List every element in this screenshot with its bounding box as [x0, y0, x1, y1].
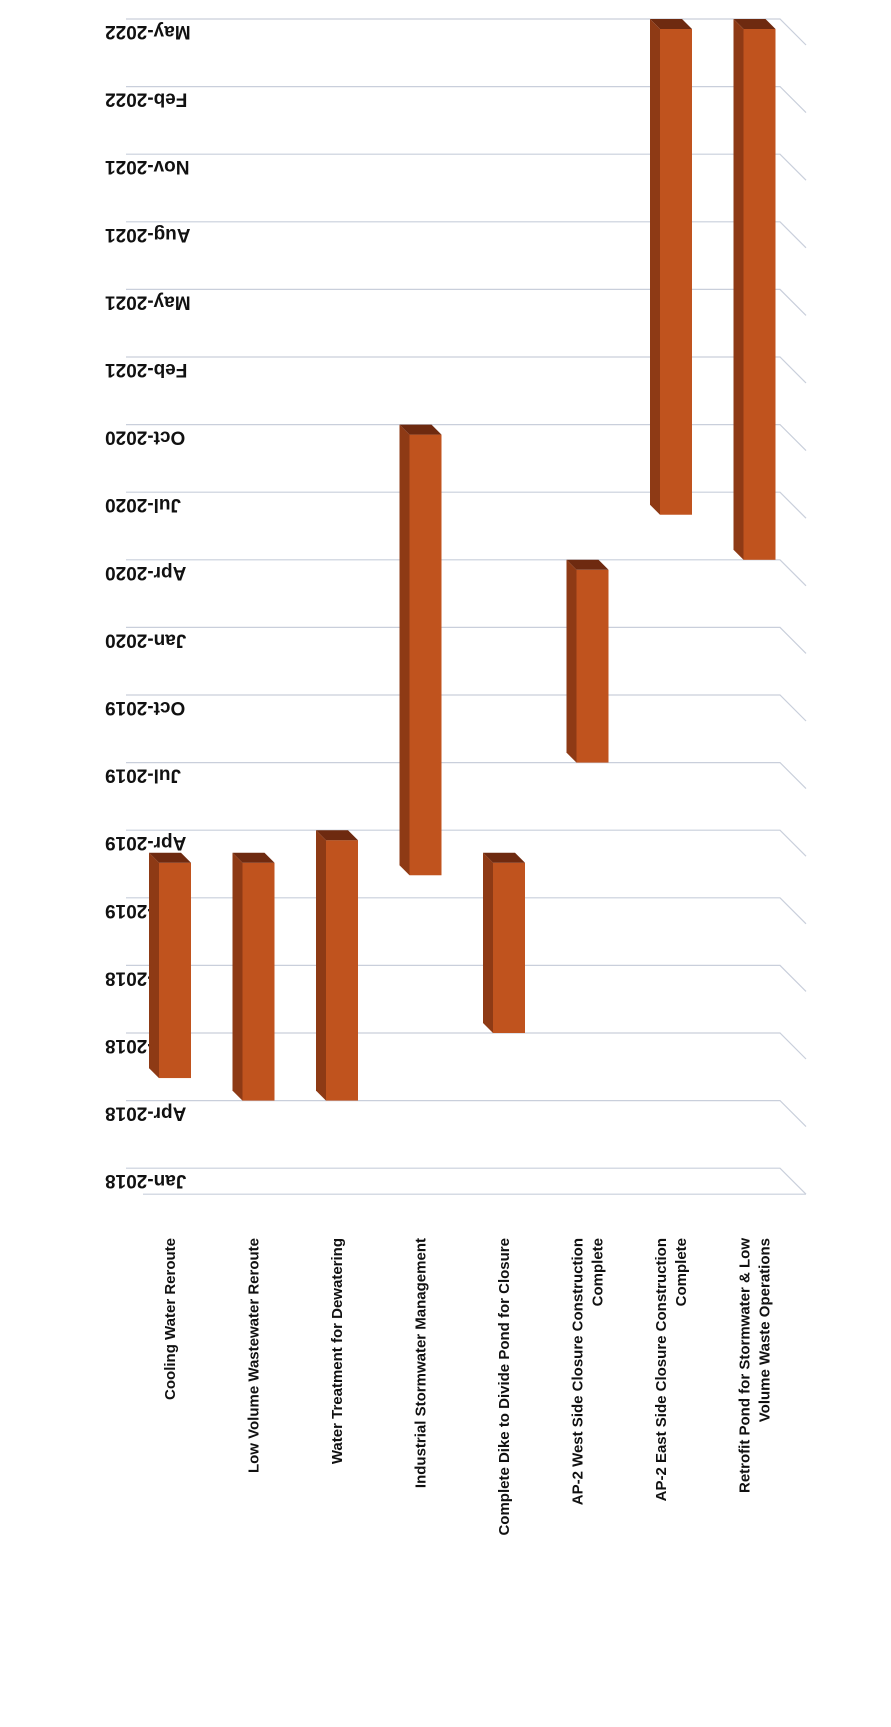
- gridline: [126, 18, 807, 46]
- category-label: Water Treatment for Dewatering: [329, 1238, 346, 1464]
- bar-front: [493, 862, 525, 1033]
- category-label: Low Volume Wastewater Reroute: [246, 1238, 263, 1473]
- y-tick-label: Feb-2022: [105, 89, 187, 110]
- bar-side: [483, 852, 493, 1033]
- y-tick-label: Jul-2020: [105, 494, 181, 515]
- gridline: [126, 694, 807, 722]
- bar-2: [232, 852, 275, 1101]
- gridline: [126, 964, 807, 992]
- gridline: [126, 86, 807, 114]
- gridline: [126, 1167, 807, 1195]
- gridline: [126, 153, 807, 181]
- gridline: [126, 1100, 807, 1128]
- gridline: [126, 762, 807, 790]
- bar-3: [316, 830, 358, 1101]
- gridline: [126, 356, 807, 384]
- bar-top: [566, 559, 609, 570]
- bar-5: [483, 852, 525, 1033]
- y-tick-label: Feb-2021: [105, 359, 188, 380]
- bar-side: [566, 559, 577, 763]
- y-tick-label: Oct-2019: [105, 697, 185, 718]
- bar-front: [743, 29, 776, 560]
- bar-front: [326, 840, 358, 1101]
- category-label: Cooling Water Reroute: [162, 1238, 179, 1400]
- bar-front: [159, 862, 191, 1079]
- y-tick-label: Jan-2020: [105, 629, 186, 650]
- bar-side: [399, 424, 410, 876]
- bar-1: [149, 852, 191, 1079]
- gridline: [126, 221, 807, 249]
- category-label: AP-2 West Side Closure Construction Compl…: [570, 1238, 607, 1505]
- category-label: Complete Dike to Divide Pond for Closure: [496, 1238, 513, 1536]
- bar-front: [409, 434, 442, 876]
- bar-top: [733, 19, 776, 29]
- y-tick-label: Jul-2019: [105, 765, 181, 786]
- bar-top: [232, 852, 275, 863]
- y-tick-label: Oct-2020: [105, 427, 185, 448]
- bar-6: [566, 559, 609, 763]
- y-tick-label: Apr-2020: [105, 562, 186, 583]
- gridline: [126, 559, 807, 587]
- bar-front: [576, 569, 609, 763]
- bar-4: [399, 424, 442, 876]
- bar-front: [660, 29, 692, 515]
- bar-front: [242, 862, 275, 1101]
- gridline: [126, 626, 807, 654]
- gridline: [126, 897, 807, 925]
- y-tick-label: May-2022: [105, 21, 191, 42]
- bars: [149, 19, 776, 1101]
- bar-top: [316, 830, 358, 841]
- y-tick-label: Apr-2019: [105, 832, 186, 853]
- y-tick-label: Apr-2018: [105, 1103, 186, 1124]
- bar-side: [733, 19, 744, 560]
- bar-7: [650, 19, 692, 515]
- gridline: [126, 491, 807, 519]
- bar-8: [733, 19, 776, 560]
- y-tick-label: May-2021: [105, 291, 191, 312]
- gridline: [126, 829, 807, 857]
- y-tick-label: Nov-2021: [105, 156, 190, 177]
- gridline: [126, 1032, 807, 1060]
- y-tick-label: Aug-2021: [105, 224, 191, 245]
- bar-side: [232, 852, 243, 1101]
- bar-side: [316, 830, 326, 1101]
- bar-side: [149, 852, 159, 1079]
- category-labels: Cooling Water Reroute Low Volume Wastewat…: [162, 1238, 774, 1536]
- gridline: [126, 288, 807, 316]
- gridlines: [126, 18, 807, 1195]
- bar-top: [483, 852, 525, 863]
- bar-top: [399, 424, 442, 435]
- bar-top: [149, 852, 191, 863]
- bar-top: [650, 19, 692, 29]
- y-tick-label: Jan-2018: [105, 1170, 186, 1191]
- gridline: [126, 424, 807, 452]
- category-label: Industrial Stormwater Management: [413, 1238, 430, 1488]
- category-label: Retrofit Pond for Stormwater & Low Volume…: [737, 1238, 774, 1493]
- bar-side: [650, 19, 660, 515]
- category-label: AP-2 East Side Closure Construction Compl…: [653, 1238, 690, 1501]
